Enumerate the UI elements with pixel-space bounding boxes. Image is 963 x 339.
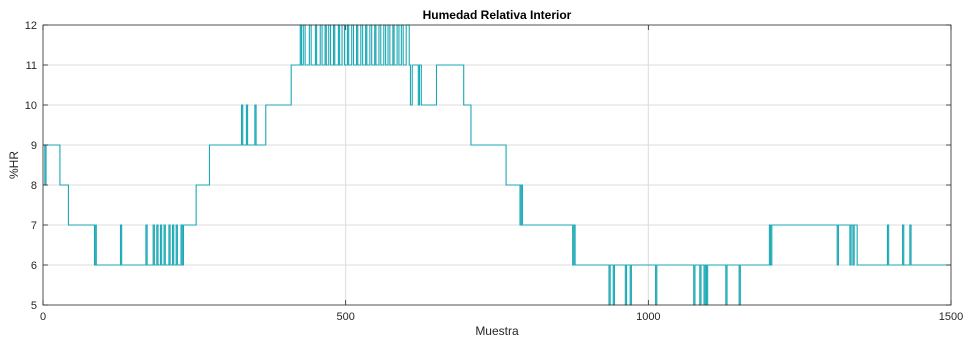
y-tick-label: 6 — [31, 260, 37, 272]
ticks: 5 6 7 8 9 10 11 12 0 500 1000 1500 — [25, 20, 963, 323]
x-tick-label: 1000 — [636, 311, 660, 323]
plot-area — [43, 25, 951, 305]
y-tick-label: 12 — [25, 20, 37, 32]
y-tick-label: 9 — [31, 140, 37, 152]
y-tick-label: 5 — [31, 300, 37, 312]
y-tick-label: 7 — [31, 220, 37, 232]
plot-frame — [42, 24, 952, 306]
chart-title: Humedad Relativa Interior — [423, 8, 572, 22]
x-axis-label: Muestra — [475, 324, 519, 338]
x-tick-label: 500 — [336, 311, 354, 323]
x-tick-label: 1500 — [939, 311, 963, 323]
y-tick-label: 8 — [31, 180, 37, 192]
y-tick-label: 10 — [25, 100, 37, 112]
y-axis-label: %HR — [7, 151, 21, 179]
y-tick-label: 11 — [26, 60, 37, 72]
x-tick-label: 0 — [40, 311, 46, 323]
